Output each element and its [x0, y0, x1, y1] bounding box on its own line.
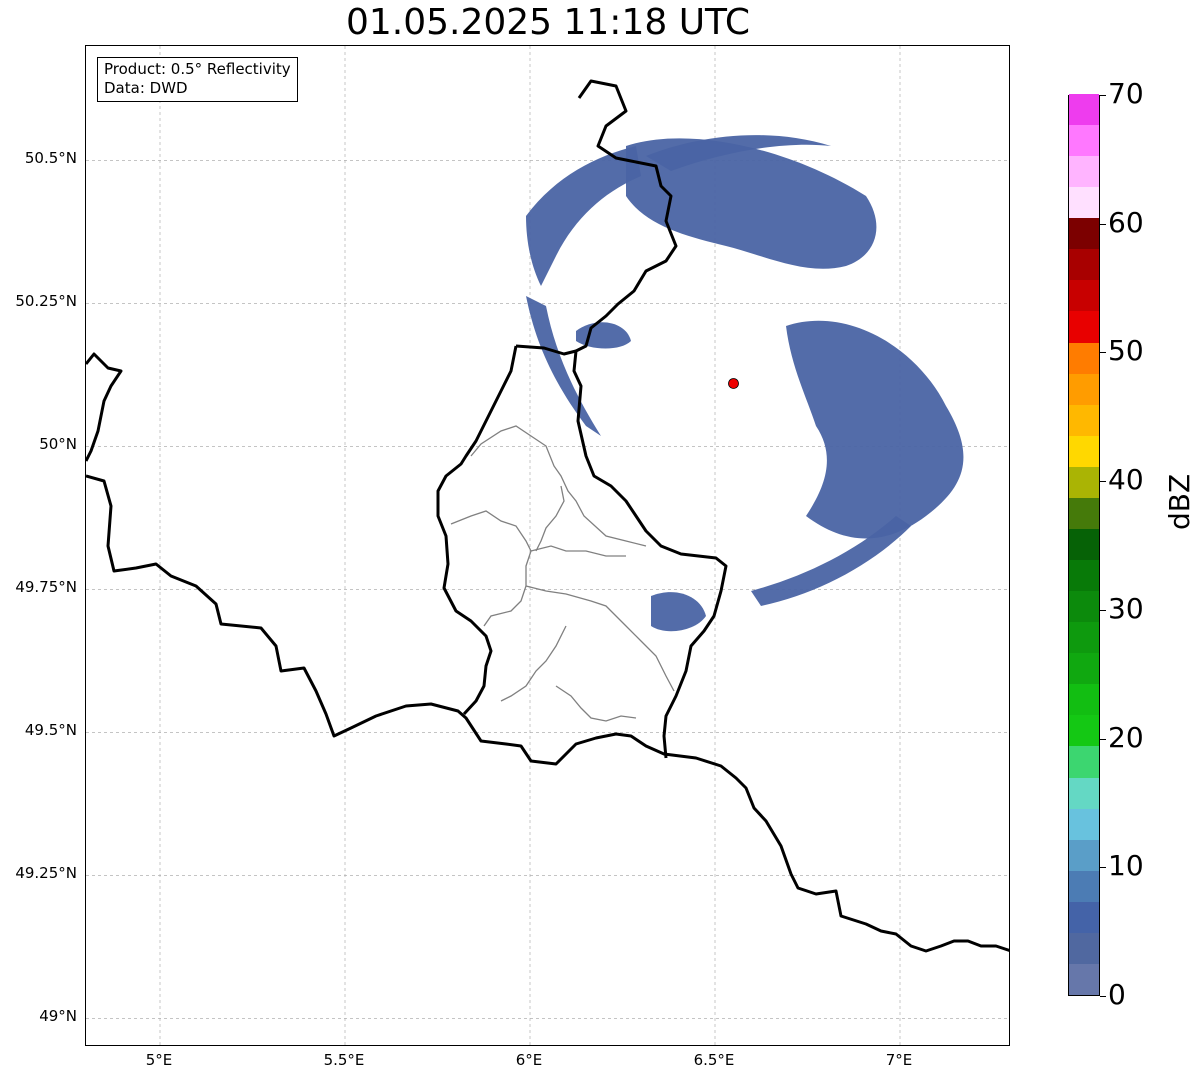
- colorbar-tick: [1100, 609, 1106, 611]
- lon-tick-label: 5.5°E: [323, 1051, 365, 1069]
- colorbar-tick: [1100, 223, 1106, 225]
- colorbar-tick-label: 70: [1108, 77, 1144, 110]
- colorbar-segment: [1069, 683, 1099, 716]
- admin-border-6: [500, 625, 567, 702]
- lat-tick-label: 49.75°N: [15, 578, 77, 597]
- map-area[interactable]: [85, 45, 1010, 1046]
- colorbar-segment: [1069, 559, 1099, 592]
- info-box: Product: 0.5° Reflectivity Data: DWD: [97, 57, 298, 102]
- colorbar-segment: [1069, 93, 1099, 126]
- echo-north: [626, 138, 877, 269]
- admin-border-2: [450, 510, 626, 557]
- echo-east: [786, 320, 964, 539]
- colorbar-tick: [1100, 352, 1106, 354]
- colorbar-tick: [1100, 95, 1106, 96]
- colorbar-segment: [1069, 248, 1099, 281]
- colorbar-segment: [1069, 435, 1099, 467]
- colorbar-tick-label: 10: [1108, 849, 1144, 883]
- data-source-label: Data: DWD: [104, 79, 188, 97]
- colorbar-tick-label: 50: [1108, 334, 1144, 368]
- colorbar-segment: [1069, 155, 1099, 188]
- colorbar-tick: [1100, 738, 1106, 740]
- colorbar-segment: [1069, 373, 1099, 405]
- lon-tick-label: 5°E: [145, 1051, 173, 1069]
- admin-border-3: [535, 485, 565, 552]
- map-title: 01.05.2025 11:18 UTC: [345, 2, 751, 43]
- echo-north-ring: [526, 146, 641, 286]
- lat-tick-label: 49.25°N: [15, 864, 77, 883]
- echo-west-ring: [526, 296, 601, 436]
- echo-south-ring: [751, 516, 911, 606]
- lat-tick-label: 50.5°N: [24, 149, 77, 168]
- radar-echo-field: [526, 135, 964, 632]
- colorbar-segment: [1069, 808, 1099, 840]
- colorbar-tick-label: 60: [1108, 205, 1144, 239]
- colorbar-segment: [1069, 839, 1099, 871]
- colorbar-tick: [1100, 996, 1106, 997]
- colorbar-tick-label: 30: [1108, 591, 1144, 625]
- colorbar-segment: [1069, 124, 1099, 157]
- colorbar-segment: [1069, 963, 1099, 995]
- border-belgium-france: [86, 474, 1009, 953]
- echo-west-blob: [576, 322, 631, 349]
- lat-tick-label: 49.5°N: [24, 721, 77, 740]
- colorbar-segment: [1069, 901, 1099, 933]
- colorbar-segment: [1069, 186, 1099, 219]
- colorbar-segment: [1069, 342, 1099, 374]
- colorbar-segment: [1069, 932, 1099, 964]
- lat-tick-label: 50°N: [39, 435, 77, 454]
- colorbar-segment: [1069, 279, 1099, 312]
- echo-north-band: [646, 135, 831, 171]
- admin-border-1: [470, 425, 647, 547]
- radar-site-marker[interactable]: [728, 378, 739, 389]
- colorbar-tick-label: 40: [1108, 463, 1144, 497]
- admin-borders: [450, 425, 675, 722]
- colorbar-segment: [1069, 528, 1099, 561]
- colorbar-segment: [1069, 777, 1099, 809]
- lat-tick-label: 49°N: [39, 1007, 77, 1026]
- admin-border-5: [525, 585, 675, 692]
- graticule: [86, 46, 1009, 1045]
- colorbar-segment: [1069, 714, 1099, 747]
- product-label: Product: 0.5° Reflectivity: [104, 60, 291, 78]
- colorbar-tick: [1100, 481, 1106, 483]
- colorbar-segment: [1069, 621, 1099, 654]
- admin-border-7: [555, 685, 637, 722]
- lon-tick-label: 7°E: [885, 1051, 913, 1069]
- colorbar-tick: [1100, 867, 1106, 869]
- radar-map[interactable]: [86, 46, 1010, 1046]
- echo-southwest: [651, 592, 706, 632]
- colorbar-segment: [1069, 404, 1099, 436]
- lon-tick-label: 6°E: [515, 1051, 543, 1069]
- colorbar-segment: [1069, 217, 1099, 250]
- colorbar-segment: [1069, 497, 1099, 529]
- admin-border-4: [483, 550, 532, 627]
- colorbar-segment: [1069, 590, 1099, 623]
- colorbar-segment: [1069, 311, 1099, 343]
- lon-tick-label: 6.5°E: [693, 1051, 735, 1069]
- colorbar-unit-label: dBZ: [1163, 473, 1196, 530]
- border-luxembourg-west: [436, 344, 577, 716]
- country-borders: [86, 79, 1009, 953]
- colorbar-segment: [1069, 466, 1099, 498]
- colorbar-segment: [1069, 870, 1099, 902]
- colorbar-segment: [1069, 652, 1099, 685]
- colorbar-segment: [1069, 745, 1099, 778]
- colorbar: [1068, 93, 1100, 996]
- colorbar-tick-label: 0: [1108, 978, 1126, 1011]
- border-luxembourg-germany: [572, 79, 728, 759]
- border-west-north: [86, 352, 123, 462]
- colorbar-tick-label: 20: [1108, 720, 1144, 754]
- lat-tick-label: 50.25°N: [15, 292, 77, 311]
